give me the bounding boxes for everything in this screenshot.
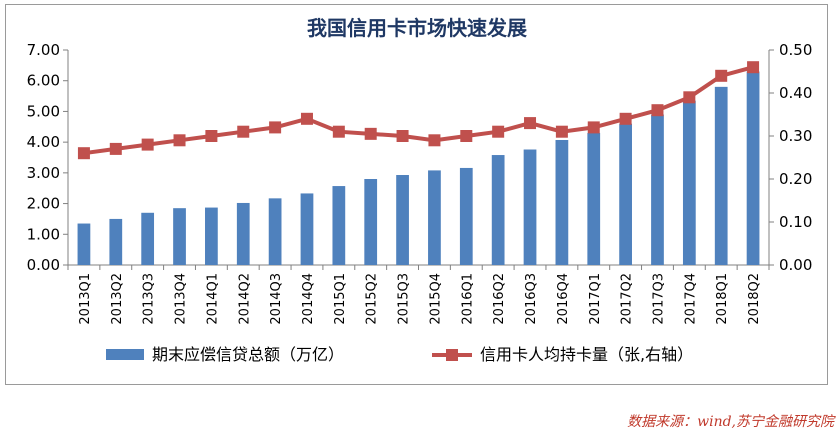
left-tick-label: 1.00 bbox=[27, 225, 60, 243]
bar bbox=[714, 86, 728, 265]
x-tick-label: 2017Q1 bbox=[588, 273, 603, 325]
line-marker bbox=[77, 147, 90, 160]
left-tick-label: 7.00 bbox=[27, 41, 60, 59]
line-marker bbox=[524, 117, 537, 130]
bar bbox=[77, 223, 91, 265]
bar bbox=[682, 100, 696, 265]
line-marker bbox=[619, 112, 632, 125]
line-marker bbox=[460, 130, 473, 142]
right-tick-label: 0.00 bbox=[779, 256, 812, 274]
line-marker bbox=[651, 104, 664, 117]
line-marker bbox=[141, 138, 154, 151]
left-tick-label: 3.00 bbox=[27, 164, 60, 182]
bar bbox=[268, 198, 282, 265]
line-marker bbox=[205, 130, 218, 142]
x-tick-label: 2017Q3 bbox=[651, 273, 666, 325]
left-tick-label: 0.00 bbox=[27, 256, 60, 274]
x-tick-label: 2017Q4 bbox=[683, 273, 698, 325]
bar bbox=[619, 123, 632, 265]
line-marker bbox=[555, 125, 568, 138]
axes-layer: 0.00 1.00 2.00 3.00 4.00 5.00 6.00 7.00 0.00 0.10… bbox=[27, 41, 813, 325]
bar bbox=[205, 207, 218, 265]
bar bbox=[332, 186, 346, 265]
x-tick-label: 2016Q3 bbox=[524, 273, 539, 325]
bar bbox=[746, 71, 760, 265]
bar bbox=[141, 212, 155, 265]
bar bbox=[459, 167, 473, 265]
legend-swatch-marker bbox=[446, 349, 458, 361]
chart-svg: 我国信用卡市场快速发展 0.00 1.00 2.00 3.00 4.00 5.00 6.00… bbox=[27, 16, 813, 364]
x-tick-label: 2016Q1 bbox=[460, 273, 475, 325]
x-tick-label: 2014Q1 bbox=[205, 273, 220, 325]
line-marker bbox=[492, 125, 505, 138]
bar bbox=[396, 175, 409, 265]
series-line bbox=[83, 65, 754, 156]
line-layer bbox=[77, 61, 760, 160]
x-tick-label: 2013Q1 bbox=[78, 273, 93, 325]
right-tick-label: 0.40 bbox=[779, 84, 812, 102]
chart-frame: 我国信用卡市场快速发展 0.00 1.00 2.00 3.00 4.00 5.00 6.00… bbox=[5, 4, 828, 385]
bar bbox=[555, 139, 569, 265]
left-tick-label: 6.00 bbox=[27, 72, 60, 90]
line-marker bbox=[269, 121, 282, 134]
x-tick-label: 2013Q3 bbox=[142, 273, 157, 325]
x-tick-label: 2015Q1 bbox=[333, 273, 348, 325]
x-tick-label: 2015Q2 bbox=[365, 273, 380, 325]
bar bbox=[236, 202, 250, 265]
legend: 期末应偿信贷总额（万亿） 信用卡人均持卡量（张,右轴） bbox=[106, 345, 693, 364]
x-tick-label: 2013Q4 bbox=[174, 273, 189, 325]
line-marker bbox=[364, 127, 377, 140]
bar bbox=[364, 179, 378, 265]
right-tick-label: 0.30 bbox=[779, 127, 812, 145]
right-tick-label: 0.20 bbox=[779, 170, 812, 188]
x-tick-label: 2014Q4 bbox=[301, 273, 316, 325]
legend-label-line: 信用卡人均持卡量（张,右轴） bbox=[480, 345, 693, 364]
x-tick-label: 2018Q1 bbox=[715, 273, 730, 325]
x-tick-label: 2014Q3 bbox=[269, 273, 284, 325]
line-marker bbox=[747, 61, 760, 74]
bar bbox=[523, 149, 537, 265]
x-tick-label: 2013Q2 bbox=[110, 273, 125, 325]
chart-title: 我国信用卡市场快速发展 bbox=[307, 16, 527, 40]
x-tick-label: 2015Q3 bbox=[397, 273, 412, 325]
legend-label-bars: 期末应偿信贷总额（万亿） bbox=[152, 345, 344, 364]
line-marker bbox=[173, 134, 186, 147]
line-marker bbox=[428, 134, 441, 147]
right-tick-label: 0.50 bbox=[779, 41, 812, 59]
x-tick-label: 2016Q4 bbox=[556, 273, 571, 325]
line-marker bbox=[237, 125, 250, 138]
line-marker bbox=[109, 142, 122, 155]
bars-layer bbox=[77, 71, 760, 265]
bar bbox=[173, 208, 186, 265]
right-tick-label: 0.10 bbox=[779, 213, 812, 231]
left-tick-label: 2.00 bbox=[27, 195, 60, 213]
line-marker bbox=[396, 130, 409, 142]
line-marker bbox=[332, 125, 345, 138]
line-marker bbox=[587, 121, 600, 134]
left-tick-label: 5.00 bbox=[27, 102, 60, 120]
bar bbox=[300, 193, 314, 265]
bar bbox=[109, 218, 123, 265]
bar bbox=[651, 114, 664, 265]
x-tick-label: 2014Q2 bbox=[237, 273, 252, 325]
x-tick-label: 2018Q2 bbox=[747, 273, 762, 325]
legend-swatch-bars bbox=[106, 349, 144, 360]
left-tick-label: 4.00 bbox=[27, 133, 60, 151]
x-tick-label: 2017Q2 bbox=[620, 273, 635, 325]
line-marker bbox=[683, 91, 696, 104]
bar bbox=[587, 132, 601, 265]
line-marker bbox=[715, 69, 728, 82]
x-tick-label: 2015Q4 bbox=[428, 273, 443, 325]
bar bbox=[491, 155, 505, 265]
bar bbox=[428, 170, 441, 265]
line-marker bbox=[300, 112, 313, 125]
source-note: 数据来源：wind,苏宁金融研究院 bbox=[627, 414, 834, 430]
x-tick-label: 2016Q2 bbox=[492, 273, 507, 325]
